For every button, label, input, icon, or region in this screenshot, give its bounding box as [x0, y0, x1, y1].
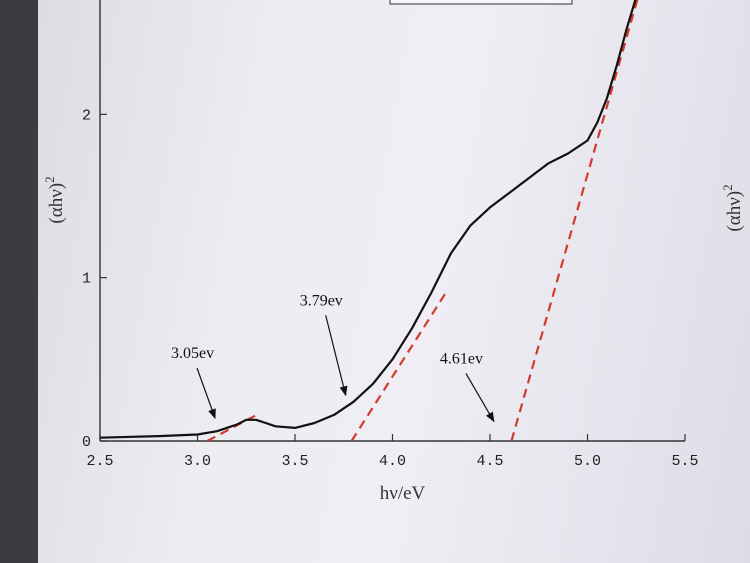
x-ticks: 2.5 3.0 3.5 4.0 4.5 5.0 5.5	[86, 434, 699, 470]
x-tick-label: 4.5	[476, 453, 503, 470]
fit-lines	[206, 0, 639, 442]
y-axis-label: (αhν)2	[42, 176, 67, 223]
annotation-label: 3.05ev	[171, 345, 214, 362]
legend-box	[389, 0, 573, 5]
tangent-fit-line	[206, 412, 261, 442]
annotations: 3.05ev 3.79ev 4.61ev	[171, 292, 495, 423]
annotation-arrow	[325, 315, 348, 397]
y-ticks: 0 1 2	[82, 107, 107, 451]
axis-labels: hν/eV (αhν)2 (αhν)2	[42, 176, 745, 504]
x-axis-label: hν/eV	[380, 483, 426, 504]
y-tick-label: 1	[82, 271, 91, 288]
x-tick-label: 3.5	[281, 453, 308, 470]
absorption-plot: 2.5 3.0 3.5 4.0 4.5 5.0 5.5 0 1 2 3.05ev 3.79ev 4.…	[42, 0, 745, 504]
legend-box-edge	[389, 0, 573, 5]
tangent-fit-line	[510, 0, 639, 442]
x-tick-label: 5.5	[671, 453, 698, 470]
x-tick-label: 2.5	[86, 453, 113, 470]
annotation-arrow	[196, 367, 216, 420]
y-tick-label: 2	[82, 107, 91, 124]
x-tick-label: 3.0	[184, 453, 211, 470]
annotation-label: 3.79ev	[300, 292, 343, 309]
right-axis-label-superscript: 2	[720, 184, 735, 191]
x-tick-label: 4.0	[379, 453, 406, 470]
x-tick-label: 5.0	[574, 453, 601, 470]
annotation-label: 4.61ev	[440, 350, 483, 367]
absorption-curve	[99, 0, 637, 439]
tangent-fit-line	[350, 290, 449, 442]
data-series	[99, 0, 637, 439]
y-tick-label: 0	[82, 434, 91, 451]
right-axis-label: (αhν)2	[720, 184, 745, 231]
paper-background: 2.5 3.0 3.5 4.0 4.5 5.0 5.5 0 1 2 3.05ev 3.79ev 4.…	[38, 0, 750, 563]
annotation-arrow	[465, 373, 495, 423]
y-axis-label-superscript: 2	[42, 176, 57, 183]
